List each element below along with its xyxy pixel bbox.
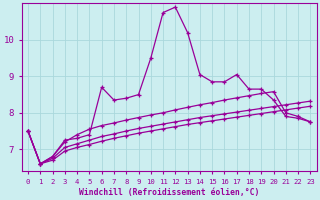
X-axis label: Windchill (Refroidissement éolien,°C): Windchill (Refroidissement éolien,°C) — [79, 188, 260, 197]
